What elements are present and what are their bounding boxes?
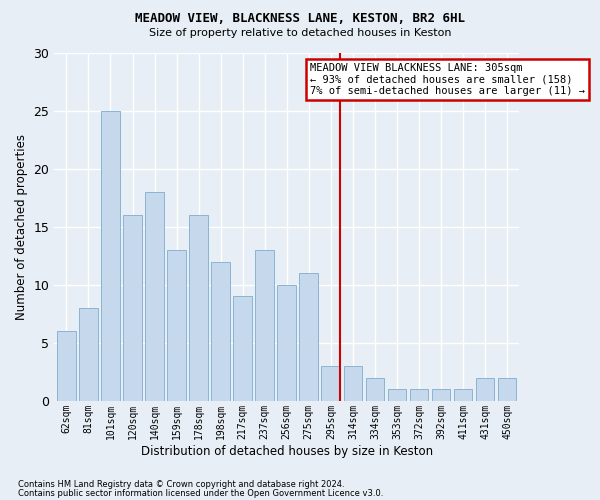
Text: Size of property relative to detached houses in Keston: Size of property relative to detached ho… xyxy=(149,28,451,38)
Text: Contains HM Land Registry data © Crown copyright and database right 2024.: Contains HM Land Registry data © Crown c… xyxy=(18,480,344,489)
Bar xyxy=(79,308,98,401)
Bar xyxy=(189,215,208,401)
Bar xyxy=(123,215,142,401)
Bar xyxy=(431,390,451,401)
Text: Contains public sector information licensed under the Open Government Licence v3: Contains public sector information licen… xyxy=(18,488,383,498)
Bar xyxy=(299,273,318,401)
Bar xyxy=(388,390,406,401)
Bar xyxy=(454,390,472,401)
Bar xyxy=(344,366,362,401)
Y-axis label: Number of detached properties: Number of detached properties xyxy=(15,134,28,320)
Bar xyxy=(145,192,164,401)
Bar xyxy=(101,110,120,401)
Text: MEADOW VIEW, BLACKNESS LANE, KESTON, BR2 6HL: MEADOW VIEW, BLACKNESS LANE, KESTON, BR2… xyxy=(135,12,465,26)
X-axis label: Distribution of detached houses by size in Keston: Distribution of detached houses by size … xyxy=(141,444,433,458)
Bar xyxy=(167,250,186,401)
Bar xyxy=(476,378,494,401)
Bar xyxy=(57,331,76,401)
Bar xyxy=(365,378,384,401)
Bar xyxy=(256,250,274,401)
Bar xyxy=(233,296,252,401)
Bar xyxy=(322,366,340,401)
Text: MEADOW VIEW BLACKNESS LANE: 305sqm
← 93% of detached houses are smaller (158)
7%: MEADOW VIEW BLACKNESS LANE: 305sqm ← 93%… xyxy=(310,63,585,96)
Bar xyxy=(410,390,428,401)
Bar xyxy=(498,378,517,401)
Bar xyxy=(211,262,230,401)
Bar xyxy=(277,285,296,401)
